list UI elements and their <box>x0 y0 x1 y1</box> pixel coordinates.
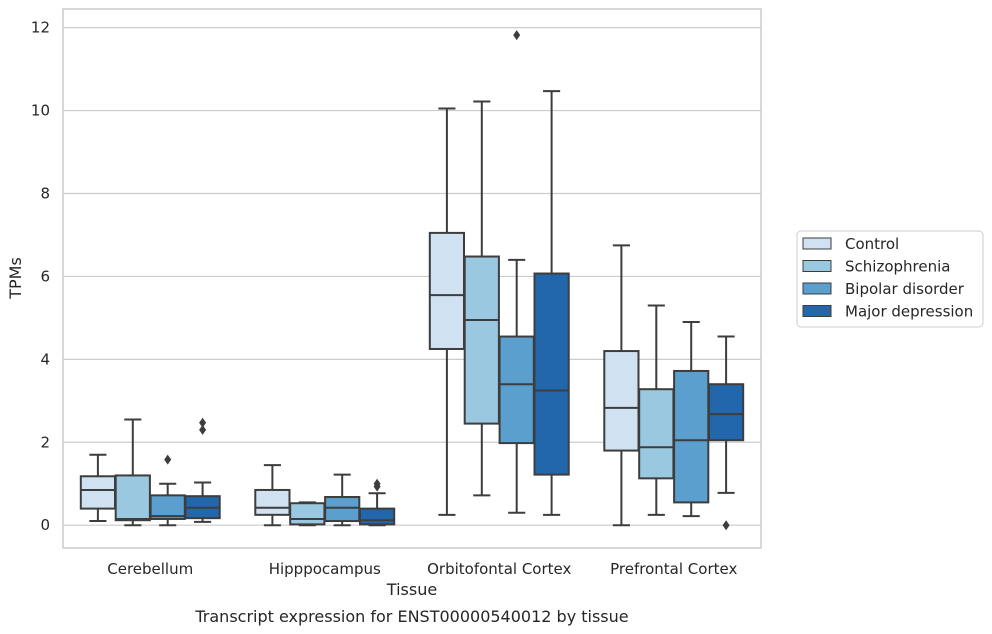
grid-lines <box>63 27 761 526</box>
box <box>463 100 500 497</box>
y-tick-label: 4 <box>40 350 50 368</box>
y-tick-label: 2 <box>40 433 50 451</box>
box <box>184 417 221 523</box>
box <box>498 30 535 514</box>
box <box>603 244 640 527</box>
box-rect <box>463 255 500 425</box>
box-rect <box>289 502 326 526</box>
x-tick-label: Hipppocampus <box>269 560 381 578</box>
y-tick-label: 8 <box>40 185 50 203</box>
box-rect <box>498 335 535 445</box>
box-rect <box>533 272 570 476</box>
plot-frame <box>62 8 762 549</box>
y-axis-ticks: 0 2 4 6 8 10 12 <box>31 19 50 535</box>
legend-swatch <box>802 282 832 295</box>
outlier-point <box>199 417 207 428</box>
outlier-point <box>373 478 381 489</box>
legend-swatch <box>802 237 832 250</box>
box-rect <box>673 369 710 504</box>
box <box>289 501 326 527</box>
x-axis-ticks: Cerebellum Hipppocampus Orbitofontal Corte… <box>107 560 737 578</box>
x-tick-label: Orbitofontal Cortex <box>427 560 571 578</box>
box-rect <box>638 388 675 480</box>
box <box>673 321 710 518</box>
box <box>254 464 291 527</box>
box <box>114 418 151 527</box>
legend: Control Schizophrenia Bipolar disorder Majo… <box>796 230 984 328</box>
box-rect <box>603 350 640 452</box>
legend-label: Bipolar disorder <box>845 280 965 298</box>
box-rect <box>324 496 361 523</box>
box <box>149 454 186 527</box>
y-tick-label: 6 <box>40 267 50 285</box>
outlier-point <box>164 454 172 465</box>
box <box>428 107 466 516</box>
box-rect <box>707 383 745 442</box>
x-tick-label: Cerebellum <box>107 560 193 578</box>
boxes-layer <box>79 30 745 531</box>
box <box>358 478 396 527</box>
box-rect <box>254 488 291 516</box>
x-tick-label: Prefrontal Cortex <box>610 560 737 578</box>
box-rect <box>428 231 466 350</box>
y-tick-label: 12 <box>31 19 50 37</box>
legend-label: Schizophrenia <box>845 258 950 276</box>
outlier-point <box>199 424 207 435</box>
y-tick-label: 0 <box>40 516 50 534</box>
box-rect <box>79 475 117 510</box>
box-rect <box>358 507 396 526</box>
box <box>707 335 745 531</box>
chart-caption: Transcript expression for ENST0000054001… <box>194 607 628 626</box>
box <box>533 90 570 516</box>
legend-swatch <box>802 260 832 272</box>
y-axis-title: TPMs <box>6 257 25 300</box>
outlier-point <box>722 520 730 531</box>
outlier-point <box>513 30 521 41</box>
legend-label: Major depression <box>845 303 973 321</box>
box-rect <box>114 474 151 522</box>
legend-swatch <box>802 305 832 317</box>
x-axis-title: Tissue <box>386 580 437 599</box>
y-tick-label: 10 <box>31 102 50 120</box>
legend-frame <box>796 230 984 328</box>
legend-label: Control <box>845 235 899 253</box>
box <box>638 304 675 516</box>
